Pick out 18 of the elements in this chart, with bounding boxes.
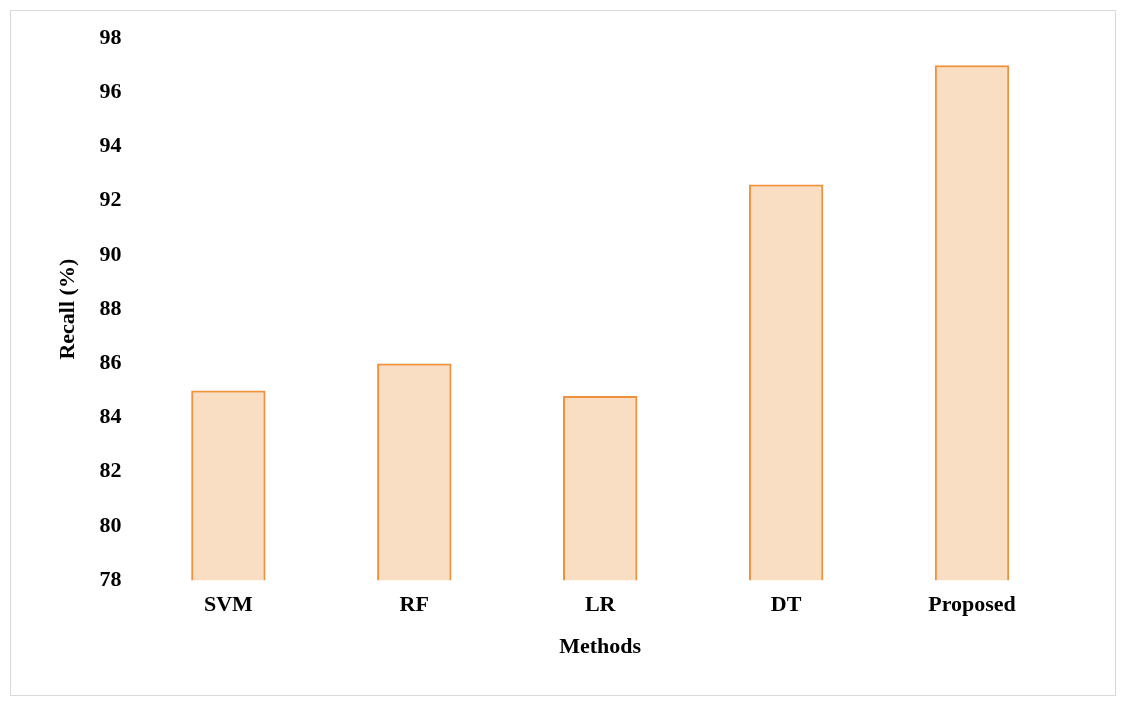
y-tick-label: 90 bbox=[99, 240, 122, 266]
y-tick-label: 94 bbox=[99, 132, 122, 158]
y-axis-title: Recall (%) bbox=[53, 258, 79, 360]
y-tick-label: 96 bbox=[99, 78, 122, 104]
x-tick-label: SVM bbox=[203, 591, 254, 617]
y-tick-label: 86 bbox=[99, 349, 122, 375]
y-tick-label: 88 bbox=[99, 294, 122, 320]
y-tick-label: 84 bbox=[99, 403, 122, 429]
y-tick-label: 98 bbox=[99, 23, 122, 49]
x-axis-title: Methods bbox=[559, 633, 642, 659]
x-tick-label: LR bbox=[584, 591, 617, 617]
y-tick-label: 80 bbox=[99, 511, 122, 537]
x-tick-label: RF bbox=[399, 591, 429, 617]
y-tick-label: 92 bbox=[99, 186, 122, 212]
y-tick-label: 78 bbox=[99, 565, 122, 591]
y-tick-label: 82 bbox=[99, 457, 122, 483]
x-tick-label: Proposed bbox=[928, 591, 1016, 617]
x-tick-label: DT bbox=[770, 591, 802, 617]
